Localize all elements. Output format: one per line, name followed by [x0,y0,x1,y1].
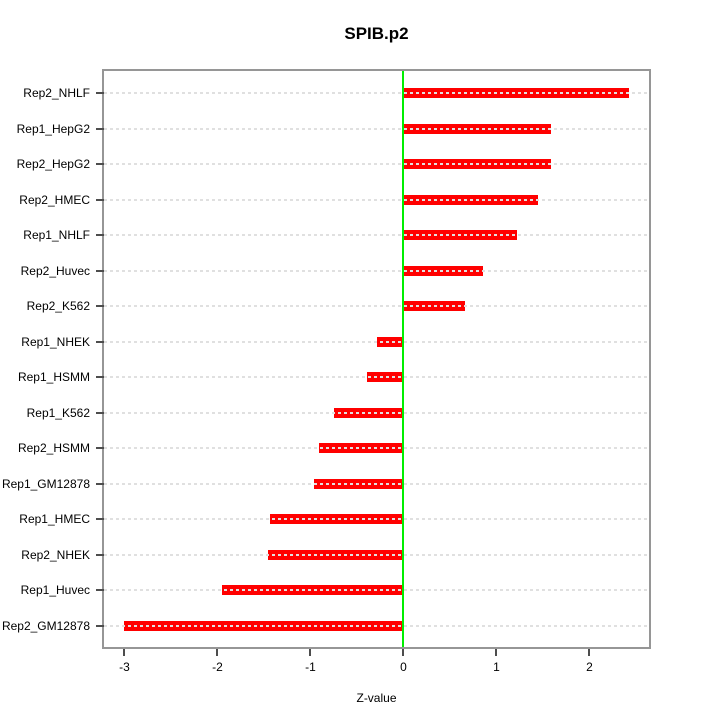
y-tick [96,411,104,414]
bar [403,194,539,205]
x-tick-label: -1 [305,660,316,674]
bar [333,407,404,418]
bar [403,159,552,170]
y-axis-label: Rep2_NHLF [23,86,90,100]
y-tick [96,163,104,166]
bar [123,620,404,631]
y-axis-label: Rep2_Huvec [20,263,90,278]
y-tick [96,447,104,450]
y-tick [96,92,104,94]
y-axis-label: Rep1_NHEK [21,334,90,349]
x-tick-label: 0 [400,660,407,674]
bar [403,230,517,241]
x-tick [309,649,312,656]
y-axis-label: Rep1_HSMM [17,370,90,385]
bar [222,585,404,596]
zero-line [402,71,405,647]
y-tick [96,482,104,485]
y-tick [96,376,104,379]
bar [403,265,483,276]
gridline [104,198,649,201]
plot-area [102,69,651,649]
y-axis-label: Rep2_GM12878 [1,618,90,633]
gridline [104,305,649,308]
y-axis-label: Rep1_GM12878 [1,476,90,491]
y-tick [96,518,104,521]
x-tick [402,649,405,656]
y-tick [96,305,104,308]
x-tick-label: -2 [212,660,223,674]
bar [267,549,404,560]
x-tick-label: -3 [119,660,130,674]
x-tick-label: 2 [586,660,593,674]
y-axis-label: Rep2_NHEK [21,547,90,562]
gridline [104,269,649,272]
gridline [104,234,649,237]
bar [318,443,404,454]
x-tick [216,649,219,656]
y-axis-label: Rep1_HepG2 [16,121,90,136]
y-tick [96,127,104,130]
gridline [104,163,649,166]
y-axis-label: Rep2_HSMM [17,441,90,456]
y-tick [96,198,104,201]
chart-title: SPIB.p2 [344,24,409,43]
y-tick [96,589,104,592]
x-axis-title: Z-value [356,691,397,705]
bar [269,514,404,525]
bar [403,301,465,312]
bar [314,478,404,489]
x-tick [495,649,498,656]
y-axis-label: Rep1_NHLF [23,228,90,243]
y-axis-label: Rep1_Huvec [20,583,90,598]
y-tick [96,624,104,627]
bar [403,88,630,98]
y-tick [96,269,104,272]
gridline [104,127,649,130]
y-tick [96,340,104,343]
y-tick [96,234,104,237]
y-axis-label: Rep1_K562 [26,405,90,420]
y-axis-label: Rep2_K562 [26,299,90,314]
y-tick [96,553,104,556]
y-axis-label: Rep1_HMEC [19,512,90,527]
bar [377,336,404,347]
y-axis-label: Rep2_HMEC [19,192,90,207]
x-tick [123,649,126,656]
y-axis-label: Rep2_HepG2 [16,157,90,172]
bar [367,372,404,383]
bar [403,123,552,134]
x-tick-label: 1 [493,660,500,674]
x-tick [588,649,591,656]
